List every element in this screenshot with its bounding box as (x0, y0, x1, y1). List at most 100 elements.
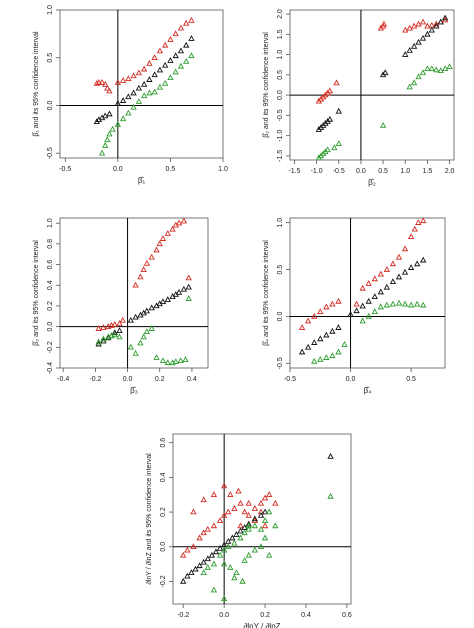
data-point-estimate (371, 293, 378, 299)
data-point-lower (95, 338, 102, 345)
data-point-lower (446, 63, 453, 70)
y-tick-label: -0.2 (160, 575, 167, 587)
y-tick-label: 1.0 (277, 218, 284, 228)
data-point-estimate (359, 302, 366, 309)
data-point-lower (137, 339, 144, 346)
data-point-upper (164, 229, 171, 236)
x-tick-label: 0.0 (123, 376, 133, 383)
data-point-upper (116, 319, 123, 326)
data-point-upper (140, 266, 147, 272)
data-point-upper (371, 275, 378, 282)
y-axis-label: β̂₃ and its 95% confidence interval (33, 240, 40, 346)
data-point-upper (245, 499, 252, 506)
data-point-estimate (335, 107, 342, 114)
data-point-upper (151, 54, 158, 60)
data-point-lower (104, 136, 111, 143)
data-point-upper (125, 75, 132, 81)
data-point-estimate (251, 515, 258, 522)
data-point-lower (172, 68, 179, 75)
data-point-estimate (192, 565, 199, 572)
series-lower (200, 492, 334, 602)
x-tick-label: -0.2 (177, 612, 189, 619)
data-point-lower (159, 357, 167, 364)
data-point-upper (216, 517, 224, 523)
data-point-upper (333, 79, 340, 86)
data-point-upper (114, 79, 121, 85)
data-point-upper (132, 281, 139, 288)
data-point-lower (167, 74, 174, 81)
data-point-upper (395, 253, 403, 260)
y-tick-label: 0.0 (47, 101, 54, 111)
x-tick-label: -0.5 (59, 166, 71, 173)
x-tick-label: 1.0 (218, 166, 228, 173)
data-point-estimate (415, 38, 422, 45)
data-point-lower (162, 79, 169, 86)
data-point-upper (169, 225, 176, 232)
data-point-upper (419, 18, 427, 25)
data-point-upper (237, 522, 244, 529)
data-point-upper (137, 273, 144, 280)
data-point-estimate (114, 100, 121, 106)
series-upper (180, 482, 279, 558)
data-point-lower (407, 301, 415, 308)
y-tick-label: -1.5 (277, 150, 284, 162)
data-point-lower (420, 301, 427, 308)
data-point-estimate (125, 93, 132, 100)
panel-beta2: -1.5 -1.0 -0.5 0.0 0.5 1.0 1.5 2.0 -1.5 -1.0 -0.5 0… (263, 9, 455, 187)
y-tick-label: -0.5 (277, 357, 284, 369)
x-tick-label: -0.5 (284, 376, 296, 383)
data-point-upper (172, 30, 179, 37)
x-tick-label: -0.2 (89, 376, 101, 383)
y-tick-label: 0.2 (160, 507, 167, 517)
data-point-upper (317, 308, 324, 314)
y-tick-label: 0.0 (47, 322, 54, 332)
plot-frame (289, 217, 446, 369)
data-point-estimate (164, 296, 171, 302)
data-point-estimate (347, 311, 354, 317)
data-point-lower (183, 58, 190, 64)
data-point-estimate (132, 313, 139, 320)
data-point-lower (125, 109, 132, 116)
data-point-upper (93, 79, 100, 86)
data-point-lower (245, 551, 252, 558)
y-tick-label: -0.5 (277, 109, 284, 121)
data-point-upper (389, 260, 397, 267)
data-point-estimate (143, 307, 151, 314)
data-point-upper (156, 240, 163, 247)
data-point-lower (266, 508, 273, 515)
y-tick-label: 1.5 (277, 29, 284, 39)
data-point-estimate (327, 453, 334, 459)
data-point-lower (437, 67, 444, 74)
data-point-estimate (420, 256, 427, 263)
x-tick-label: 0.5 (378, 168, 388, 175)
data-point-upper (200, 496, 207, 503)
data-point-estimate (216, 544, 224, 551)
data-point-estimate (184, 572, 191, 579)
y-axis-label: ∂lnY / ∂lnZ and its 95% confidence inter… (146, 453, 153, 585)
data-point-lower (151, 88, 158, 95)
data-point-upper (329, 300, 336, 307)
data-point-lower (241, 557, 248, 563)
data-point-lower (116, 333, 123, 340)
data-point-lower (365, 312, 372, 319)
data-point-estimate (127, 316, 134, 323)
x-tick-label: 0.2 (155, 376, 165, 383)
data-point-lower (335, 140, 342, 147)
data-point-lower (127, 343, 134, 350)
series-estimate (180, 453, 334, 584)
data-point-upper (261, 522, 269, 529)
data-point-lower (182, 356, 189, 362)
data-point-lower (239, 577, 246, 584)
data-point-estimate (102, 112, 109, 119)
data-point-upper (266, 491, 273, 497)
data-point-lower (216, 551, 224, 558)
data-point-upper (210, 522, 218, 529)
data-point-lower (153, 354, 160, 360)
data-point-upper (180, 217, 188, 224)
data-point-lower (406, 83, 413, 90)
x-tick-label: 0.4 (187, 376, 197, 383)
plot-frame (289, 9, 455, 161)
series-lower (311, 299, 427, 364)
data-point-lower (177, 357, 184, 364)
data-point-estimate (383, 283, 391, 290)
